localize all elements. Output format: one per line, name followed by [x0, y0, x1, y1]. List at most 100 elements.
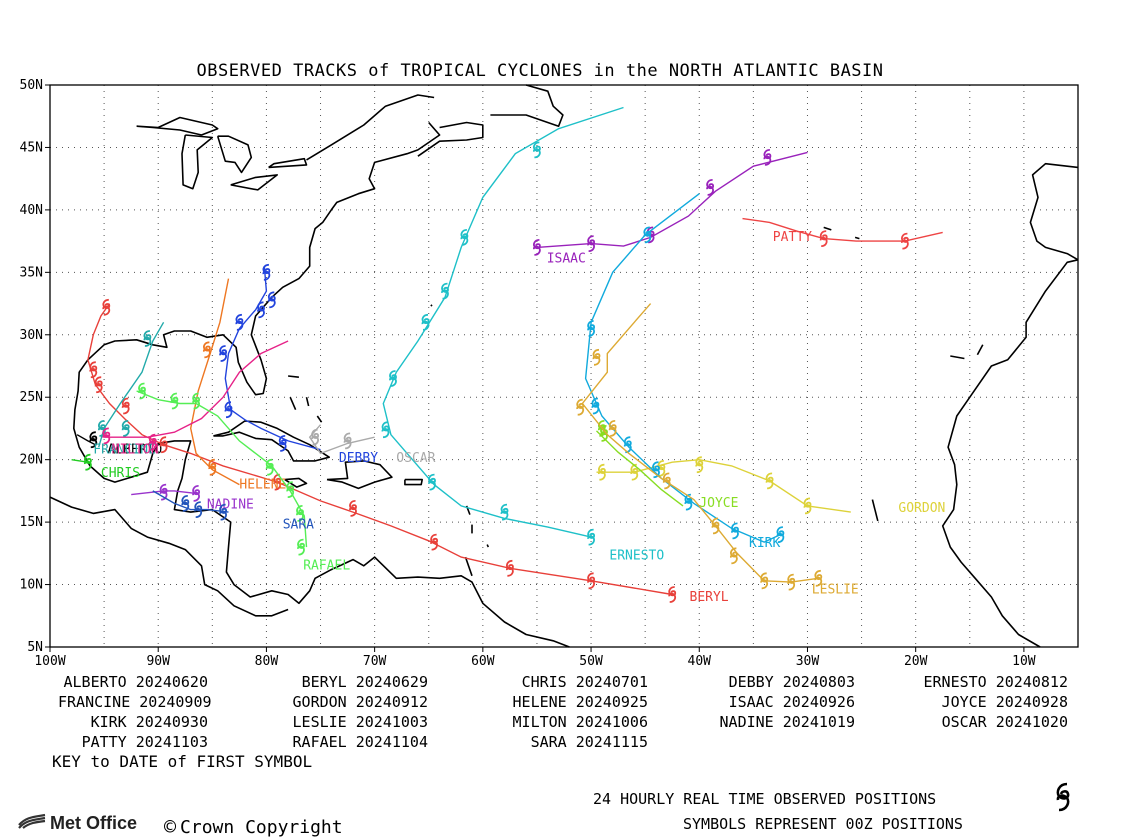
cyclone-symbol-icon — [430, 533, 438, 551]
cyclone-symbol-icon — [381, 421, 390, 439]
cyclone-symbol-icon — [89, 431, 98, 449]
cyclone-symbol-icon — [143, 330, 152, 347]
cyclone-symbol-icon — [587, 320, 595, 337]
lat-tick-label: 40N — [20, 203, 43, 218]
lon-tick-label: 40W — [688, 654, 712, 669]
coastline — [181, 134, 214, 190]
coastline — [230, 174, 278, 191]
cyclone-symbol-icon — [89, 361, 98, 379]
lat-tick-label: 20N — [20, 453, 43, 468]
track-line — [536, 151, 808, 249]
legend-entry: BERYL 20240629 — [301, 673, 428, 691]
lon-tick-label: 20W — [904, 654, 928, 669]
track-line — [76, 434, 96, 446]
legend-entry: ISAAC 20240926 — [728, 693, 855, 711]
cyclone-symbol-icon — [297, 538, 305, 556]
legend-entry: SARA 20241115 — [530, 733, 648, 751]
copyright: © Crown Copyright — [164, 815, 343, 839]
storm-label: PATTY — [773, 230, 812, 245]
cyclone-symbol-icon — [159, 483, 168, 501]
coastline — [268, 157, 308, 169]
lon-tick-label: 70W — [363, 654, 387, 669]
storm-track-alberto: ALBERTO — [76, 431, 162, 457]
cyclone-symbol-icon — [203, 341, 211, 359]
storm-label: LESLIE — [812, 582, 859, 597]
coastline — [486, 544, 490, 548]
met-office-swoosh-icon — [18, 813, 46, 834]
storm-track-milton: MILTON — [102, 340, 289, 457]
cyclone-symbol-icon — [814, 569, 823, 587]
coastline — [284, 477, 308, 488]
cyclone-symbol-icon — [608, 419, 617, 437]
cyclone-symbol-icon — [592, 348, 601, 366]
storm-track-oscar: OSCAR — [308, 424, 436, 466]
cyclone-symbol-icon — [194, 501, 203, 519]
storm-label: JOYCE — [699, 496, 738, 511]
storm-label: DEBBY — [339, 451, 378, 466]
legend-entry: MILTON 20241006 — [512, 713, 648, 731]
cyclone-symbol-icon — [695, 456, 704, 474]
legend-entry: FRANCINE 20240909 — [58, 693, 212, 711]
cyclone-symbol-icon — [662, 472, 671, 490]
cyclone-symbol-icon — [668, 586, 677, 603]
legend-entry: RAFAEL 20241104 — [292, 733, 428, 751]
coastline — [976, 344, 984, 356]
coastline — [854, 236, 860, 240]
chart-title: OBSERVED TRACKS of TROPICAL CYCLONES in … — [196, 61, 883, 81]
cyclone-symbol-icon — [623, 436, 632, 454]
storm-track-helene: HELENE — [189, 278, 286, 492]
coastline — [306, 94, 435, 161]
storm-label: KIRK — [749, 536, 780, 551]
track-line — [189, 278, 240, 486]
cyclone-symbol-icon — [803, 497, 812, 515]
storm-track-isaac: ISAAC — [533, 148, 808, 266]
cyclone-symbol-icon — [265, 458, 274, 476]
coastline — [871, 499, 879, 522]
cyclone-symbol-icon — [533, 238, 541, 256]
storm-track-gordon: GORDON — [596, 456, 945, 516]
track-line — [131, 490, 197, 496]
footer-line-2: SYMBOLS REPRESENT 00Z POSITIONS — [683, 815, 963, 833]
lat-tick-label: 5N — [27, 640, 43, 655]
cyclone-symbol-icon — [389, 370, 397, 387]
cyclone-symbol-icon — [349, 499, 357, 517]
cyclone-symbol-icon — [286, 481, 295, 499]
cyclone-symbol-icon — [148, 433, 157, 451]
storm-tracks: ALBERTO BERYL CHRIS DEBBY ERNESTO FRANCINE GOR… — [71, 106, 945, 605]
cyclone-symbol-icon — [219, 503, 227, 521]
cyclone-symbol-icon — [278, 434, 287, 452]
coastlines — [49, 84, 1079, 648]
storm-label: ERNESTO — [609, 549, 664, 564]
storm-track-beryl: BERYL — [87, 298, 729, 605]
coastline — [136, 116, 219, 136]
legend-symbol-icon — [1056, 782, 1070, 812]
cyclone-symbol-icon — [94, 376, 103, 394]
cyclone-symbol-icon — [901, 232, 909, 250]
cyclone-symbol-icon — [224, 401, 233, 419]
legend-key-text: KEY to DATE of FIRST SYMBOL — [52, 752, 313, 771]
storm-track-rafael: RAFAEL — [136, 382, 350, 574]
lat-tick-label: 25N — [20, 390, 43, 405]
storm-track-ernesto: ERNESTO — [381, 106, 664, 564]
lat-tick-label: 10N — [20, 578, 43, 593]
storm-track-chris: CHRIS — [71, 453, 140, 481]
cyclone-symbol-icon — [296, 505, 304, 522]
track-line — [382, 106, 624, 538]
cyclone-symbol-icon — [643, 226, 652, 244]
cyclone-symbol-icon — [587, 235, 595, 253]
cyclone-symbol-icon — [731, 522, 739, 540]
lon-tick-label: 30W — [796, 654, 820, 669]
cyclone-symbol-icon — [591, 397, 600, 415]
cyclone-symbol-icon — [787, 573, 796, 591]
coastline — [464, 556, 473, 577]
cyclone-symbol-icon — [192, 392, 200, 410]
met-office-logo: Met Office — [18, 813, 137, 834]
coastline — [404, 478, 423, 486]
coastline — [823, 226, 832, 231]
cyclone-symbol-icon — [181, 494, 190, 512]
cyclone-symbol-icon — [706, 178, 714, 196]
legend-entry: CHRIS 20240701 — [521, 673, 648, 691]
axis-ticks: 5N 10N 15N 20N 25N 30N 35N 40N 45N 50N 100W 90W 80W 7… — [20, 78, 1036, 669]
coastline — [1029, 162, 1079, 261]
